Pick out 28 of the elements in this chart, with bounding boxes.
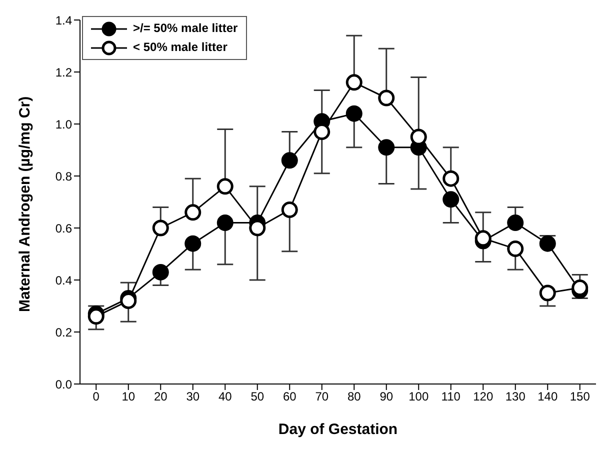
x-tick-label: 10 bbox=[122, 390, 136, 404]
x-tick-label: 50 bbox=[250, 390, 264, 404]
x-axis-title: Day of Gestation bbox=[278, 421, 398, 438]
x-tick-label: 150 bbox=[570, 390, 590, 404]
x-tick-label: 60 bbox=[282, 390, 297, 404]
x-tick-label: 110 bbox=[441, 390, 461, 404]
y-tick-label: 1.0 bbox=[55, 117, 72, 132]
x-tick-label: 70 bbox=[315, 390, 329, 404]
y-tick-label: 1.4 bbox=[55, 13, 72, 28]
legend-label: >/= 50% male litter bbox=[133, 20, 238, 37]
y-axis-title: Maternal Androgen (µg/mg Cr) bbox=[16, 96, 34, 312]
legend-label: < 50% male litter bbox=[133, 39, 228, 56]
y-tick-label: 0.8 bbox=[55, 169, 72, 184]
x-tick-label: 130 bbox=[505, 390, 526, 404]
y-tick-label: 1.2 bbox=[55, 65, 72, 80]
x-tick-label: 100 bbox=[408, 390, 429, 404]
y-tick-label: 0.4 bbox=[55, 273, 72, 288]
y-tick-label: 0.6 bbox=[55, 221, 72, 236]
x-tick-label: 140 bbox=[538, 390, 558, 404]
x-tick-label: 30 bbox=[186, 390, 200, 404]
y-tick-label: 0.0 bbox=[55, 377, 72, 392]
y-tick-label: 0.2 bbox=[55, 325, 72, 340]
x-tick-label: 0 bbox=[92, 390, 100, 404]
x-tick-label: 20 bbox=[154, 390, 168, 404]
x-tick-label: 40 bbox=[218, 390, 232, 404]
x-tick-label: 120 bbox=[473, 390, 494, 404]
x-tick-label: 90 bbox=[380, 390, 394, 404]
x-tick-label: 80 bbox=[347, 390, 362, 404]
